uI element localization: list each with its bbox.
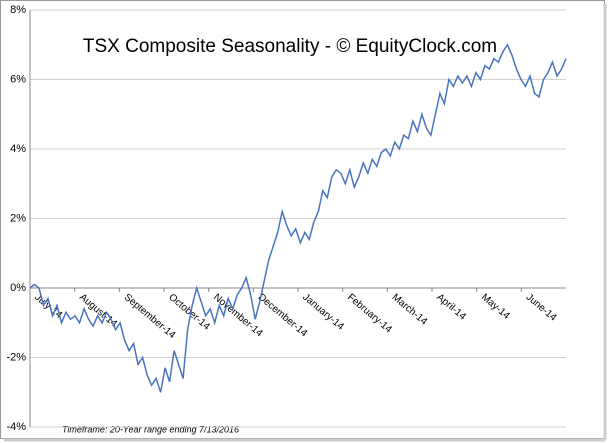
y-tick-label: -4%	[6, 421, 26, 433]
y-tick-label: 2%	[10, 212, 26, 224]
y-tick-label: 8%	[10, 4, 26, 16]
footnote: Timeframe: 20-Year range ending 7/13/201…	[62, 424, 239, 434]
y-tick-label: -2%	[6, 351, 26, 363]
series-line	[29, 43, 567, 393]
chart-title: TSX Composite Seasonality - © EquityCloc…	[83, 36, 497, 57]
y-tick-label: 6%	[10, 73, 26, 85]
y-tick-label: 4%	[10, 143, 26, 155]
y-tick-label: 0%	[10, 282, 26, 294]
